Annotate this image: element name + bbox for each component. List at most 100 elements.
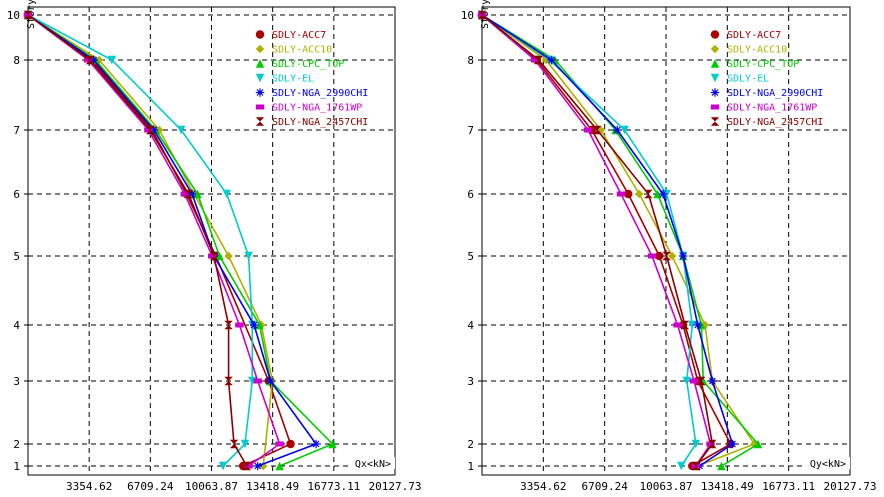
legend-marker xyxy=(255,104,265,110)
data-point xyxy=(708,439,717,449)
legend-marker xyxy=(710,59,720,68)
y-tick-label: 8 xyxy=(467,54,474,67)
data-point xyxy=(266,376,275,386)
legend-label: SDLY-NGA_1761WP xyxy=(727,103,817,114)
data-point xyxy=(253,461,262,471)
data-point xyxy=(224,376,233,386)
data-point xyxy=(688,320,697,330)
data-point xyxy=(222,189,231,199)
y-tick-label: 8 xyxy=(13,54,20,67)
data-point xyxy=(583,127,593,133)
data-point xyxy=(667,251,677,261)
y-tick-label: 4 xyxy=(467,319,474,332)
data-point xyxy=(530,57,540,63)
y-tick-label: 1 xyxy=(467,460,474,473)
data-point xyxy=(180,191,190,197)
x-tick-label: 16773.11 xyxy=(762,480,815,493)
data-point xyxy=(209,251,219,261)
legend-label: SDLY-NGA_2990CHI xyxy=(727,88,823,99)
data-point xyxy=(275,441,284,447)
y-tick-label: 6 xyxy=(467,188,474,201)
data-point xyxy=(23,10,33,20)
legend-label: SDLY-ACC10 xyxy=(272,45,332,56)
data-point xyxy=(616,191,626,197)
legend-label: SDLY-NGA_2457CHI xyxy=(727,117,823,128)
data-point xyxy=(697,376,706,386)
data-point xyxy=(753,439,763,449)
data-point xyxy=(224,251,233,261)
data-point xyxy=(229,439,239,449)
legend-marker xyxy=(255,30,265,39)
data-point xyxy=(328,439,337,449)
legend-label: SDLY-NGA_2990CHI xyxy=(272,88,368,99)
series-7 xyxy=(23,10,252,471)
data-point xyxy=(620,125,629,135)
series-7 xyxy=(477,10,717,471)
y-tick-label: 2 xyxy=(467,438,474,451)
data-point xyxy=(224,320,233,330)
legend: SDLY-ACC7 SDLY-ACC10 SDLY-CPC_TOP SDLY-EL SD… xyxy=(710,30,823,128)
data-point xyxy=(662,251,671,261)
data-point xyxy=(644,189,653,199)
legend-marker xyxy=(255,88,265,97)
data-point xyxy=(706,441,715,447)
data-point xyxy=(658,189,668,199)
data-point xyxy=(176,125,186,135)
x-tick-label: 10063.87 xyxy=(185,480,238,493)
legend-label: SDLY-EL xyxy=(272,74,314,85)
x-tick-label: 10063.87 xyxy=(640,480,693,493)
legend-marker xyxy=(710,30,720,39)
x-tick-label: 20127.73 xyxy=(369,480,422,493)
x-tick-label: 3354.62 xyxy=(520,480,566,493)
data-point xyxy=(218,461,228,471)
data-point xyxy=(149,125,159,135)
data-point xyxy=(677,461,686,471)
data-point xyxy=(693,320,702,330)
data-point xyxy=(653,189,662,199)
y-tick-label: 10 xyxy=(461,9,474,22)
data-point xyxy=(750,439,759,449)
data-point xyxy=(592,125,602,135)
x-axis-label-bg xyxy=(804,457,850,469)
data-point xyxy=(477,10,487,20)
legend: SDLY-ACC7 SDLY-ACC10 SDLY-CPC_TOP SDLY-EL SD… xyxy=(255,30,368,128)
data-point xyxy=(624,189,633,199)
data-point xyxy=(547,55,556,65)
data-point xyxy=(83,57,93,63)
chart-panel-1: 3354.62 6709.24 10063.87 13418.49 16773.11 20… xyxy=(7,0,422,493)
y-tick-label: 7 xyxy=(13,124,20,137)
y-tick-label: 3 xyxy=(467,375,474,388)
y-tick-label: 2 xyxy=(13,438,20,451)
data-point xyxy=(691,461,701,471)
data-point xyxy=(145,125,155,135)
legend-label: SDLY-ACC10 xyxy=(727,45,787,56)
legend-label: SDLY-ACC7 xyxy=(727,30,781,41)
x-tick-label: 6709.24 xyxy=(581,480,628,493)
data-point xyxy=(655,251,664,261)
y-tick-label: 5 xyxy=(467,250,474,263)
x-tick-label: 13418.49 xyxy=(701,480,754,493)
x-tick-label: 3354.62 xyxy=(66,480,112,493)
data-point xyxy=(187,189,197,199)
data-point xyxy=(253,378,262,384)
data-point xyxy=(678,251,688,261)
legend-marker xyxy=(255,44,265,54)
data-point xyxy=(680,320,690,330)
data-point xyxy=(635,189,644,199)
x-tick-label: 16773.11 xyxy=(307,480,360,493)
y-tick-label: 6 xyxy=(13,188,20,201)
data-point xyxy=(249,320,259,330)
data-point xyxy=(682,376,691,386)
data-point xyxy=(23,12,33,18)
data-point xyxy=(242,461,252,471)
y-tick-label: 1 xyxy=(13,460,20,473)
y-tick-label: 4 xyxy=(13,319,20,332)
legend-marker xyxy=(710,104,720,110)
data-point xyxy=(647,253,657,259)
data-point xyxy=(240,439,250,449)
y-tick-label: 10 xyxy=(7,9,20,22)
chart-panel-2: 3354.62 6709.24 10063.87 13418.49 16773.11 20… xyxy=(461,0,877,493)
data-point xyxy=(255,320,264,330)
data-point xyxy=(235,322,244,328)
